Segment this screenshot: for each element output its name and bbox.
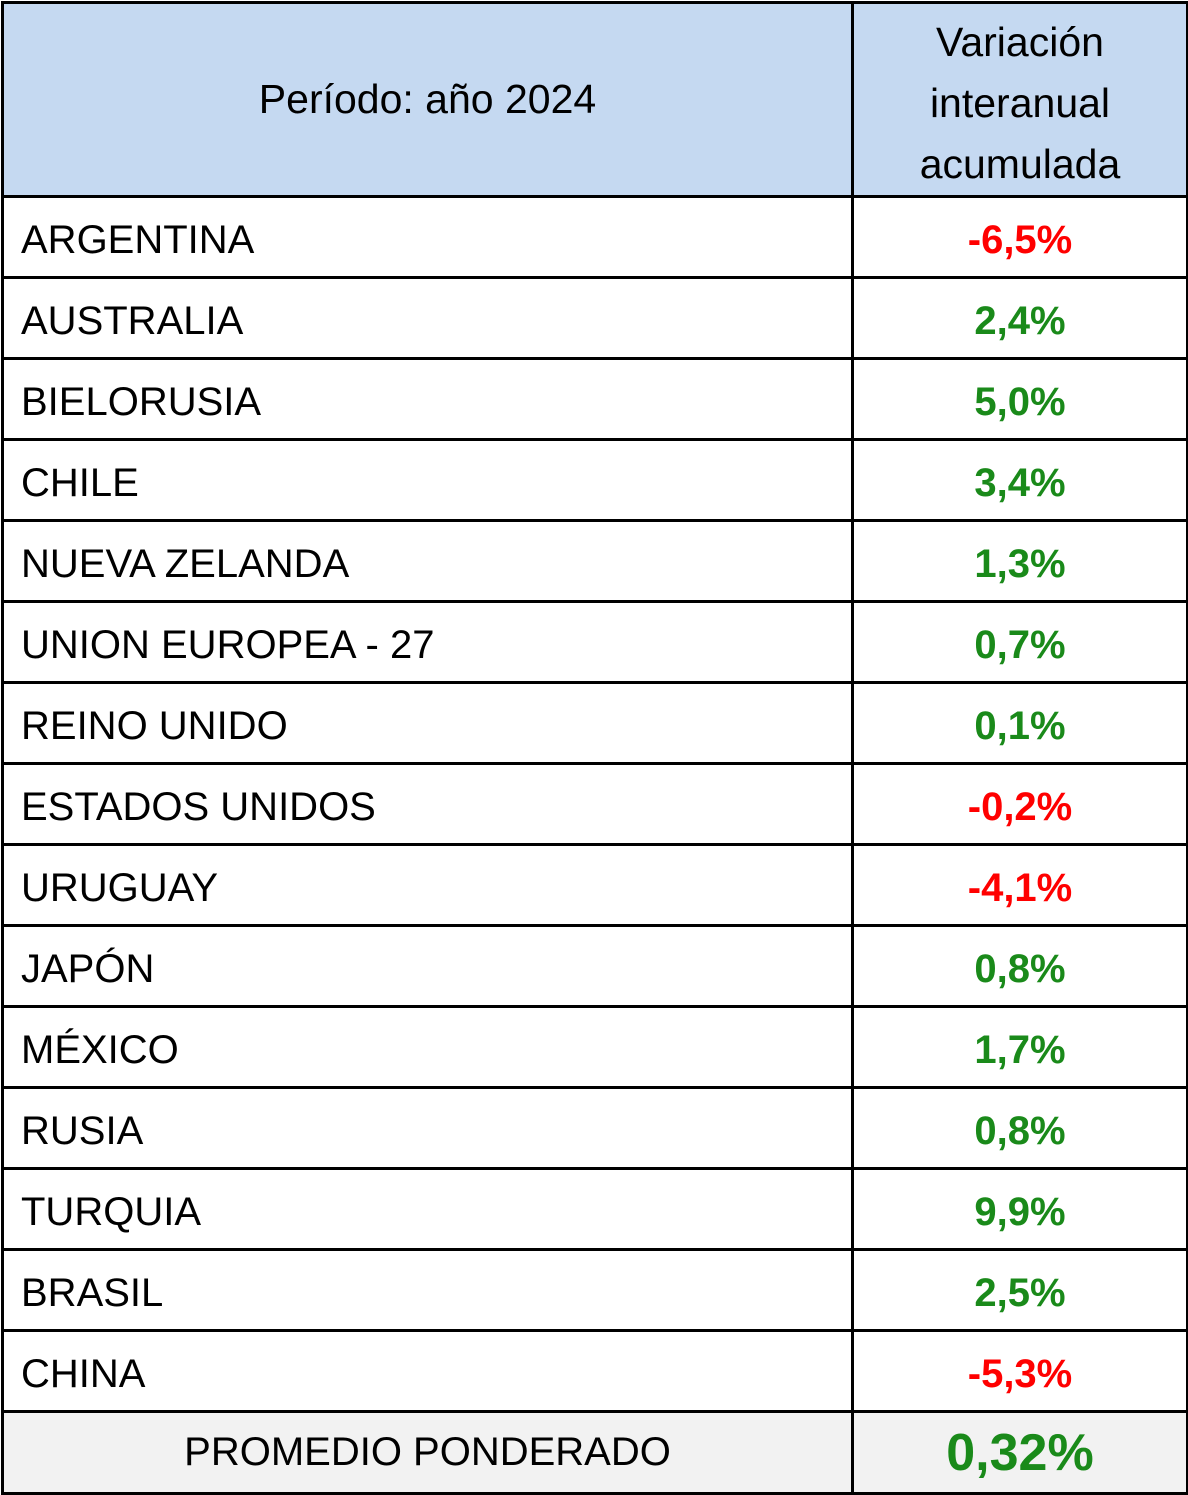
country-cell: URUGUAY xyxy=(1,843,854,927)
weighted-average-label: PROMEDIO PONDERADO xyxy=(1,1410,854,1495)
table-row: CHILE 3,4% xyxy=(1,438,1188,522)
country-cell: ARGENTINA xyxy=(1,195,854,279)
table-row: REINO UNIDO 0,1% xyxy=(1,681,1188,765)
variation-value-cell: 1,7% xyxy=(851,1005,1188,1089)
country-cell: RUSIA xyxy=(1,1086,854,1170)
table-body: ARGENTINA -6,5% AUSTRALIA 2,4% BIELORUSI… xyxy=(1,195,1188,1495)
variation-value-cell: -6,5% xyxy=(851,195,1188,279)
country-cell: MÉXICO xyxy=(1,1005,854,1089)
table-row: NUEVA ZELANDA 1,3% xyxy=(1,519,1188,603)
table-row: TURQUIA 9,9% xyxy=(1,1167,1188,1251)
table-row: BIELORUSIA 5,0% xyxy=(1,357,1188,441)
country-cell: JAPÓN xyxy=(1,924,854,1008)
country-cell: CHILE xyxy=(1,438,854,522)
variation-header-line-2: interanual xyxy=(929,80,1111,126)
variation-value-cell: -4,1% xyxy=(851,843,1188,927)
period-header: Período: año 2024 xyxy=(1,1,854,198)
variation-value-cell: 1,3% xyxy=(851,519,1188,603)
table-row: URUGUAY -4,1% xyxy=(1,843,1188,927)
country-cell: BRASIL xyxy=(1,1248,854,1332)
table-row: UNION EUROPEA - 27 0,7% xyxy=(1,600,1188,684)
table-row: JAPÓN 0,8% xyxy=(1,924,1188,1008)
country-cell: UNION EUROPEA - 27 xyxy=(1,600,854,684)
variation-value-cell: 3,4% xyxy=(851,438,1188,522)
country-cell: AUSTRALIA xyxy=(1,276,854,360)
variation-value-cell: -5,3% xyxy=(851,1329,1188,1413)
country-cell: CHINA xyxy=(1,1329,854,1413)
table-row: BRASIL 2,5% xyxy=(1,1248,1188,1332)
country-cell: TURQUIA xyxy=(1,1167,854,1251)
country-cell: REINO UNIDO xyxy=(1,681,854,765)
variation-value-cell: 0,8% xyxy=(851,1086,1188,1170)
variation-value-cell: 0,7% xyxy=(851,600,1188,684)
variation-header-line-3: acumulada xyxy=(919,141,1121,187)
variation-value-cell: 0,1% xyxy=(851,681,1188,765)
table-row: RUSIA 0,8% xyxy=(1,1086,1188,1170)
table-row: ARGENTINA -6,5% xyxy=(1,195,1188,279)
table-row: ESTADOS UNIDOS -0,2% xyxy=(1,762,1188,846)
table-row: AUSTRALIA 2,4% xyxy=(1,276,1188,360)
table-header-row: Período: año 2024 Variación interanual a… xyxy=(1,1,1188,198)
variation-header: Variación interanual acumulada xyxy=(851,1,1188,198)
table-row: MÉXICO 1,7% xyxy=(1,1005,1188,1089)
country-cell: NUEVA ZELANDA xyxy=(1,519,854,603)
table-row: CHINA -5,3% xyxy=(1,1329,1188,1413)
weighted-average-row: PROMEDIO PONDERADO 0,32% xyxy=(1,1410,1188,1495)
variation-value-cell: 9,9% xyxy=(851,1167,1188,1251)
variation-header-line-1: Variación xyxy=(936,19,1104,65)
variation-value-cell: 0,8% xyxy=(851,924,1188,1008)
weighted-average-value: 0,32% xyxy=(851,1410,1188,1495)
country-cell: ESTADOS UNIDOS xyxy=(1,762,854,846)
variation-value-cell: 2,4% xyxy=(851,276,1188,360)
variation-value-cell: 2,5% xyxy=(851,1248,1188,1332)
country-cell: BIELORUSIA xyxy=(1,357,854,441)
variation-value-cell: 5,0% xyxy=(851,357,1188,441)
variation-value-cell: -0,2% xyxy=(851,762,1188,846)
